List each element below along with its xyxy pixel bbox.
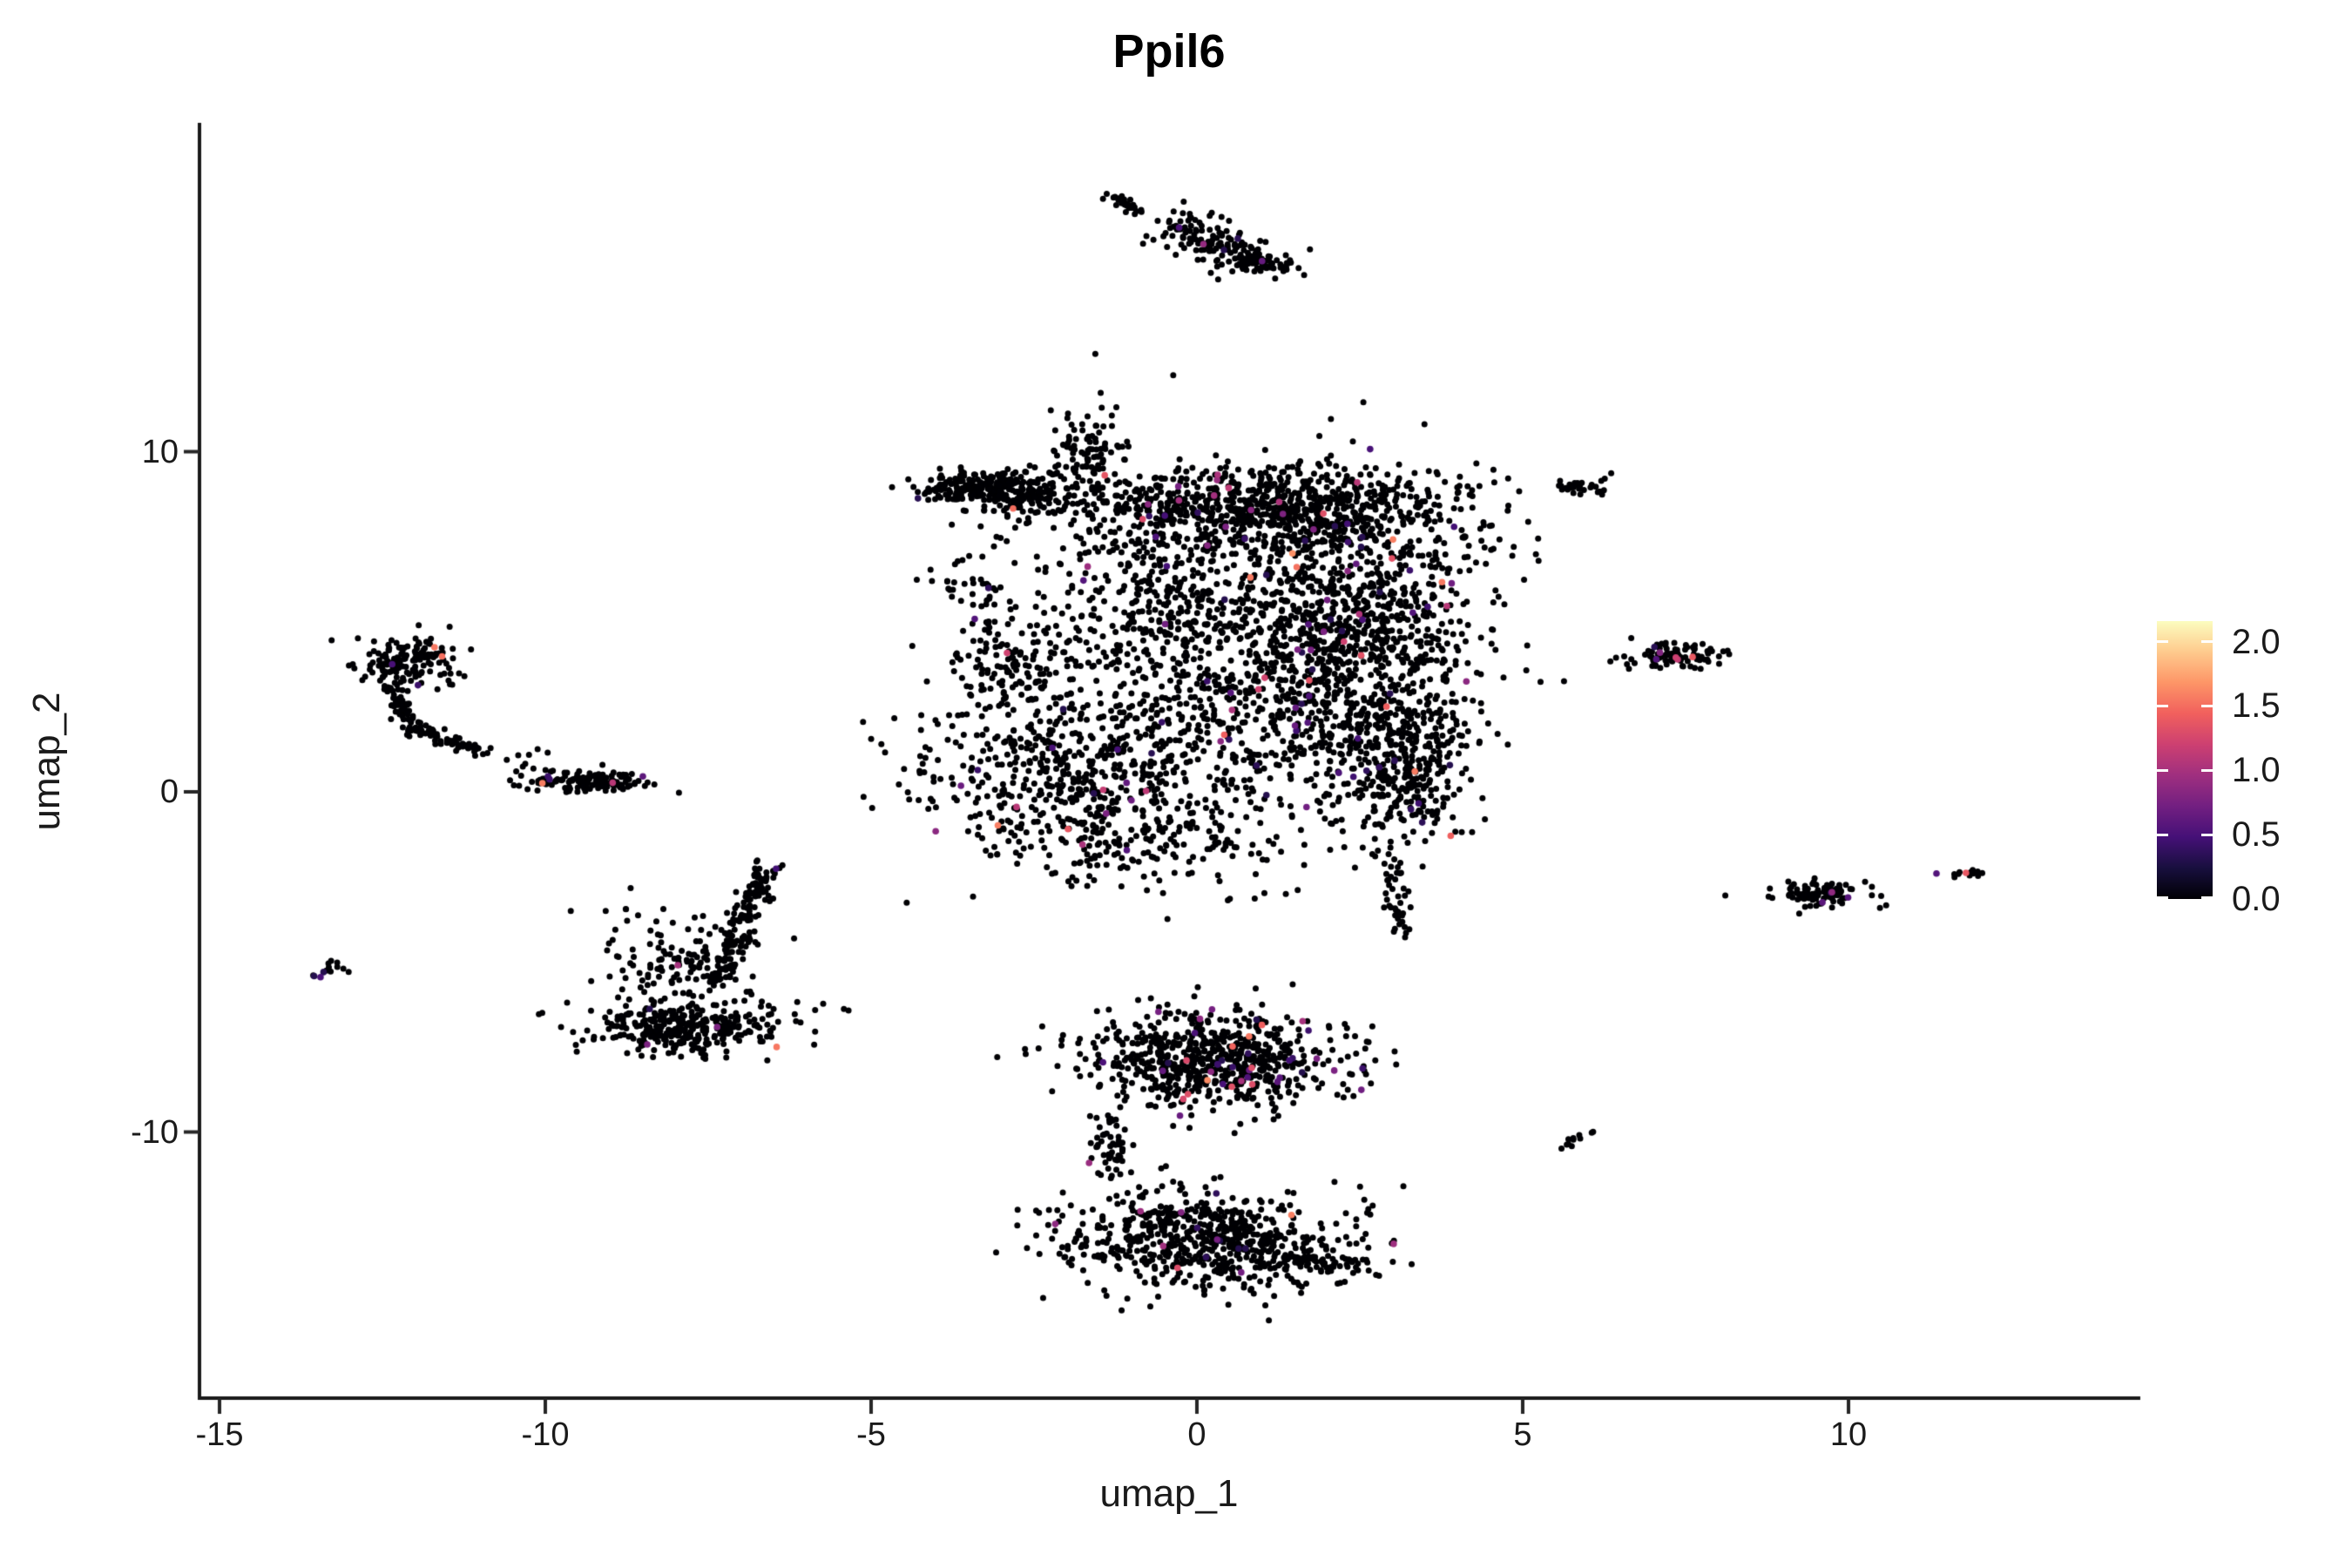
x-tick-label--10: -10 (521, 1416, 570, 1453)
x-tick-label-10: 10 (1829, 1416, 1868, 1453)
legend-label-0.5: 0.5 (2232, 815, 2281, 855)
legend-tick-mark (2201, 768, 2213, 772)
y-tick-label-10: 10 (141, 433, 179, 470)
x-axis-title: umap_1 (1099, 1472, 1239, 1515)
legend-tick-mark (2201, 833, 2213, 836)
legend-tick-mark (2157, 768, 2168, 772)
legend-tick-mark (2201, 640, 2213, 644)
legend-label-1.5: 1.5 (2232, 686, 2281, 726)
x-tick-label--15: -15 (195, 1416, 244, 1453)
legend-colorbar (2157, 621, 2213, 899)
legend-tick-mark (2157, 833, 2168, 836)
y-tick-label--10: -10 (131, 1113, 179, 1151)
legend-tick-mark (2157, 704, 2168, 707)
legend-tick-mark (2201, 896, 2213, 899)
legend-tick-mark (2201, 704, 2213, 707)
legend-tick-mark (2157, 640, 2168, 644)
x-tick-label-5: 5 (1513, 1416, 1532, 1453)
y-tick-label-0: 0 (159, 774, 179, 810)
x-tick-label--5: -5 (856, 1416, 886, 1453)
legend-label-2.0: 2.0 (2232, 622, 2281, 661)
x-tick-label-0: 0 (1187, 1416, 1206, 1453)
legend-tick-mark (2157, 896, 2168, 899)
legend-label-0.0: 0.0 (2232, 880, 2281, 918)
legend-label-1.0: 1.0 (2232, 751, 2281, 790)
